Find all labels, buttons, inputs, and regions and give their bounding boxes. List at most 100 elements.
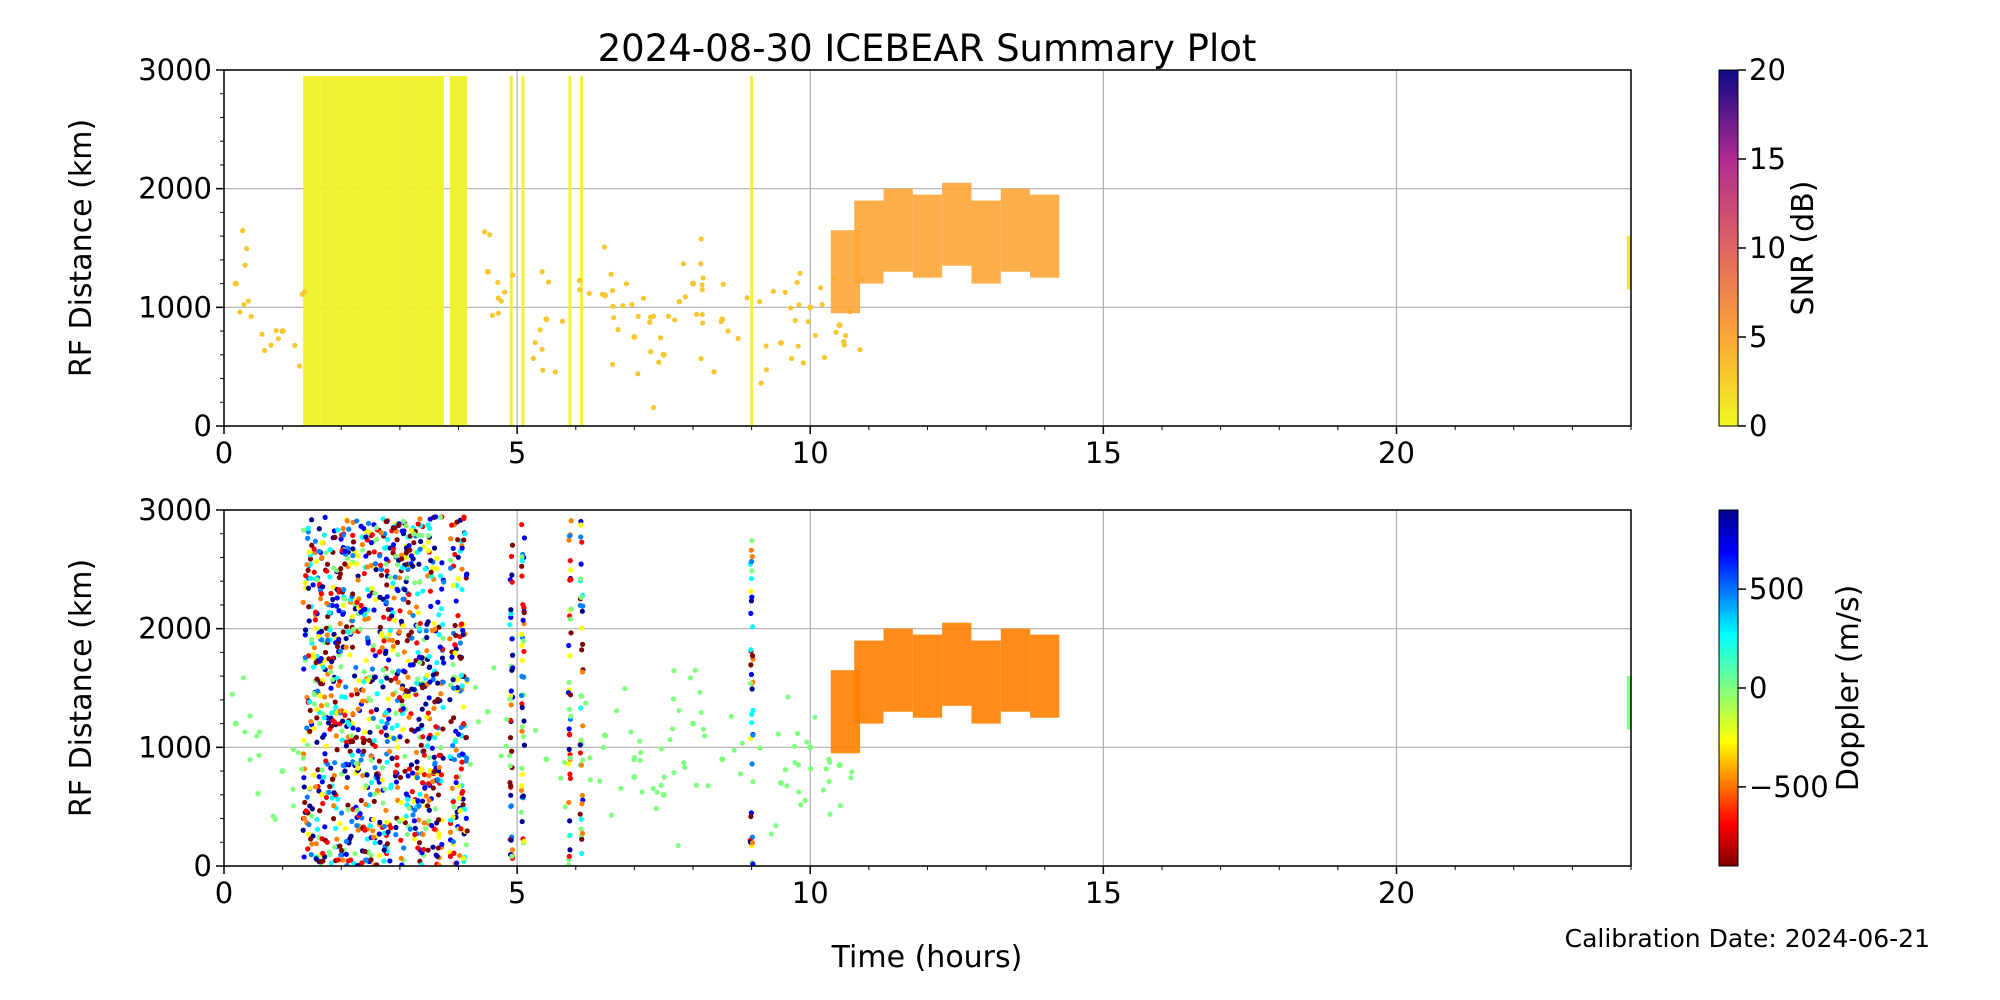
data-point xyxy=(577,287,583,293)
data-point xyxy=(408,553,415,559)
data-point xyxy=(311,546,317,552)
y-tick-label: 0 xyxy=(194,409,212,443)
data-point xyxy=(775,731,781,737)
data-point xyxy=(357,626,364,632)
data-point xyxy=(455,576,462,582)
snr-colorbar xyxy=(1718,69,1739,427)
data-point xyxy=(386,748,393,754)
data-point xyxy=(372,764,378,771)
data-point xyxy=(460,704,466,710)
data-point xyxy=(416,817,422,823)
data-point xyxy=(306,653,312,659)
data-point xyxy=(426,754,432,761)
data-point xyxy=(676,299,683,305)
data-point xyxy=(412,831,418,838)
data-point xyxy=(350,532,356,538)
data-point xyxy=(568,567,574,573)
data-point xyxy=(312,625,319,631)
data-point xyxy=(453,632,459,639)
data-point xyxy=(453,779,459,786)
data-point xyxy=(417,791,423,797)
data-point xyxy=(367,792,373,798)
data-point xyxy=(508,702,514,708)
data-point xyxy=(748,720,755,726)
snr-colorbar-ticks: 0 5 10 15 20 xyxy=(1738,53,1786,443)
data-point xyxy=(448,536,454,542)
data-point xyxy=(583,700,589,706)
data-point xyxy=(346,526,352,532)
data-point xyxy=(568,576,574,583)
doppler-colorbar-ticks: −500 0 500 xyxy=(1738,572,1829,804)
data-point xyxy=(747,680,754,687)
data-point xyxy=(324,632,330,638)
data-point xyxy=(324,568,330,574)
data-point xyxy=(543,756,550,763)
data-point xyxy=(308,836,314,842)
data-point xyxy=(391,595,397,601)
data-point xyxy=(380,596,386,602)
snr-panel: 0 5 10 15 20 0 1000 2000 3000 RF Distance (km) 0… xyxy=(64,53,1821,470)
data-point xyxy=(467,761,473,767)
echo-streak xyxy=(1626,236,1631,290)
data-point xyxy=(403,522,409,529)
data-point xyxy=(578,705,584,711)
data-point xyxy=(792,760,798,766)
data-point xyxy=(355,553,361,559)
data-point xyxy=(419,532,425,539)
data-point xyxy=(318,591,325,597)
data-point xyxy=(509,847,516,853)
data-point xyxy=(384,720,390,727)
data-point xyxy=(495,279,501,286)
data-band xyxy=(370,516,394,866)
data-point xyxy=(725,328,731,334)
data-point xyxy=(275,336,281,342)
data-point xyxy=(339,848,345,854)
data-point xyxy=(377,553,383,559)
data-point xyxy=(373,567,379,573)
data-point xyxy=(350,626,357,632)
data-point xyxy=(337,621,343,627)
data-point xyxy=(335,796,341,802)
data-point xyxy=(301,854,307,860)
data-point xyxy=(393,553,399,559)
data-point xyxy=(406,805,412,811)
y-tick-label: 2000 xyxy=(138,612,212,646)
data-point xyxy=(348,857,354,863)
snr-colorbar-label: SNR (dB) xyxy=(1786,181,1821,316)
data-point xyxy=(450,715,457,721)
colorbar-tick-label: 0 xyxy=(1749,671,1767,705)
data-point xyxy=(409,770,416,776)
data-point xyxy=(316,526,322,532)
data-point xyxy=(371,674,378,680)
data-point xyxy=(343,684,349,690)
data-point xyxy=(447,754,453,760)
data-point xyxy=(650,785,656,792)
data-point xyxy=(396,522,402,528)
data-point xyxy=(410,812,416,818)
data-point xyxy=(432,806,438,812)
data-point xyxy=(676,707,682,714)
data-point xyxy=(841,342,847,348)
data-point xyxy=(532,727,539,733)
data-point xyxy=(456,853,463,859)
data-point xyxy=(345,555,351,561)
data-point xyxy=(381,614,387,620)
data-band xyxy=(388,518,412,866)
data-point xyxy=(481,229,488,235)
data-point xyxy=(268,342,274,348)
data-point xyxy=(580,603,586,609)
data-band xyxy=(338,75,356,426)
data-point xyxy=(292,342,298,348)
data-point xyxy=(394,537,400,543)
data-point xyxy=(350,725,356,731)
data-point xyxy=(454,676,460,683)
data-point xyxy=(773,822,779,829)
data-point xyxy=(435,696,441,702)
data-point xyxy=(214,698,219,703)
data-point xyxy=(438,691,444,697)
data-point xyxy=(415,591,421,597)
data-point xyxy=(519,521,525,528)
data-point xyxy=(338,566,344,572)
data-point xyxy=(434,566,440,572)
data-point xyxy=(567,832,573,838)
